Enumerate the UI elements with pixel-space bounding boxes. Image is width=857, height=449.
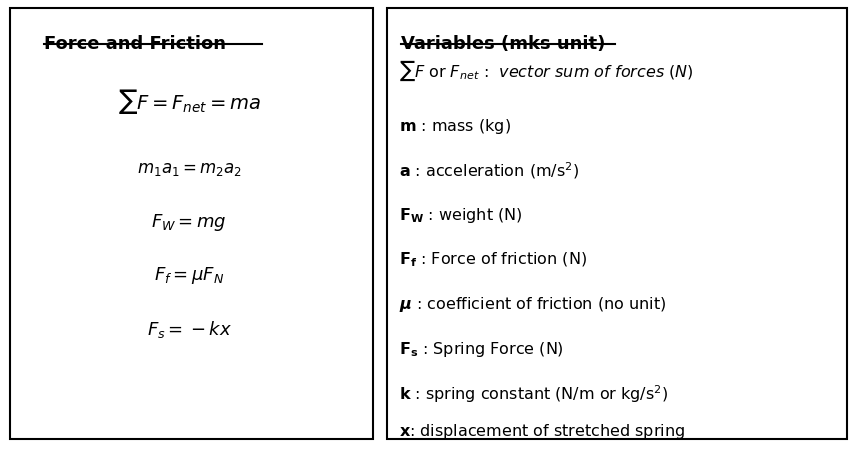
Text: Variables (mks unit): Variables (mks unit) [401,35,606,53]
Text: $F_W = mg$: $F_W = mg$ [152,212,227,233]
Text: $\mathbf{x}$: displacement of stretched spring: $\mathbf{x}$: displacement of stretched … [399,423,685,441]
Text: $\sum F = F_{net} = ma$: $\sum F = F_{net} = ma$ [117,87,261,116]
Text: Force and Friction: Force and Friction [44,35,226,53]
Text: $\mathbf{m}$ : mass (kg): $\mathbf{m}$ : mass (kg) [399,117,511,136]
Text: $\mathbf{F_f}$ : Force of friction (N): $\mathbf{F_f}$ : Force of friction (N) [399,251,587,269]
Text: $F_f = \mu F_N$: $F_f = \mu F_N$ [154,265,225,286]
FancyBboxPatch shape [387,8,847,439]
Text: $\mathbf{F_s}$ : Spring Force (N): $\mathbf{F_s}$ : Spring Force (N) [399,340,564,359]
Text: $\boldsymbol{\mu}$ : coefficient of friction (no unit): $\boldsymbol{\mu}$ : coefficient of fric… [399,295,666,314]
Text: $\mathbf{a}$ : acceleration (m/s$^2$): $\mathbf{a}$ : acceleration (m/s$^2$) [399,161,578,181]
Text: $m_1 a_1 = m_2 a_2$: $m_1 a_1 = m_2 a_2$ [137,160,242,178]
FancyBboxPatch shape [10,8,373,439]
Text: $F_s = -kx$: $F_s = -kx$ [147,319,231,340]
Text: $\mathbf{F_W}$ : weight (N): $\mathbf{F_W}$ : weight (N) [399,206,522,225]
Text: $\sum F$ or $F_{net}$ :  $\mathit{vector\ sum\ of\ forces\ (N)}$: $\sum F$ or $F_{net}$ : $\mathit{vector\… [399,58,693,83]
Text: $\mathbf{k}$ : spring constant (N/m or kg/s$^2$): $\mathbf{k}$ : spring constant (N/m or k… [399,383,668,405]
